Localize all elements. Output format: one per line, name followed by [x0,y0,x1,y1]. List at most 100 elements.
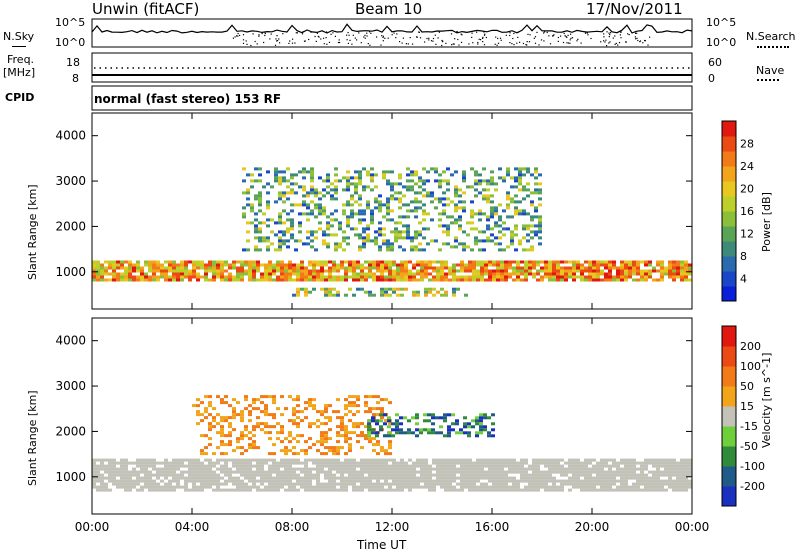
data-cell [444,458,448,462]
data-cell [448,467,452,471]
data-cell [358,221,362,225]
data-cell [490,206,494,210]
data-cell [308,401,312,405]
data-cell [160,479,164,483]
data-cell [462,191,466,195]
data-cell [108,488,112,492]
data-cell [258,221,262,225]
data-cell [224,260,228,264]
data-cell [324,485,328,489]
data-cell [436,290,440,294]
data-cell [382,227,386,231]
data-cell [296,458,300,462]
data-cell [536,473,540,477]
data-cell [478,182,482,186]
data-cell [474,227,478,231]
data-cell [360,431,364,435]
data-cell [324,440,328,444]
data-cell [548,260,552,264]
data-cell [282,200,286,204]
data-cell [96,479,100,483]
data-cell [352,431,356,435]
data-cell [392,476,396,480]
data-cell [656,263,660,267]
data-cell [375,419,379,423]
data-cell [454,218,458,222]
data-cell [540,260,544,264]
data-cell [272,470,276,474]
data-cell [288,269,292,273]
data-cell [258,236,262,240]
data-cell [120,260,124,264]
data-cell [512,269,516,273]
data-cell [376,269,380,273]
data-cell [364,266,368,270]
data-cell [316,260,320,264]
data-cell [664,479,668,483]
data-cell [156,275,160,279]
data-cell [228,470,232,474]
data-cell [640,464,644,468]
data-cell [514,233,518,237]
nsearch-dot [402,37,404,39]
data-cell [296,290,300,294]
data-cell [452,269,456,273]
data-cell [496,485,500,489]
data-cell [340,464,344,468]
data-cell [422,182,426,186]
data-cell [232,479,236,483]
data-cell [648,458,652,462]
x-axis-title: Time UT [357,538,407,552]
data-cell [368,395,372,399]
data-cell [248,272,252,276]
data-cell [422,227,426,231]
data-cell [96,476,100,480]
data-cell [470,227,474,231]
data-cell [120,467,124,471]
data-cell [228,434,232,438]
data-cell [400,479,404,483]
data-cell [132,278,136,282]
data-cell [364,278,368,282]
data-cell [538,227,542,231]
data-cell [252,434,256,438]
data-cell [100,269,104,273]
data-cell [224,416,228,420]
data-cell [300,485,304,489]
data-cell [342,188,346,192]
data-cell [184,485,188,489]
data-cell [652,278,656,282]
data-cell [208,443,212,447]
data-cell [446,182,450,186]
colorbar-segment [722,256,736,272]
data-cell [467,425,471,429]
data-cell [442,203,446,207]
data-cell [480,278,484,282]
data-cell [232,260,236,264]
data-cell [324,452,328,456]
data-cell [366,233,370,237]
data-cell [244,425,248,429]
nsearch-dot [441,44,443,47]
data-cell [224,263,228,267]
data-cell [406,185,410,189]
data-cell [322,194,326,198]
data-cell [424,479,428,483]
data-cell [180,278,184,282]
data-cell [552,458,556,462]
data-cell [316,476,320,480]
data-cell [480,476,484,480]
data-cell [368,470,372,474]
data-cell [382,203,386,207]
data-cell [364,272,368,276]
data-cell [200,266,204,270]
data-cell [588,470,592,474]
data-cell [274,173,278,177]
data-cell [440,479,444,483]
data-cell [388,485,392,489]
nsearch-dot [264,31,266,33]
data-cell [504,272,508,276]
data-cell [112,467,116,471]
data-cell [376,467,380,471]
data-cell [572,260,576,264]
